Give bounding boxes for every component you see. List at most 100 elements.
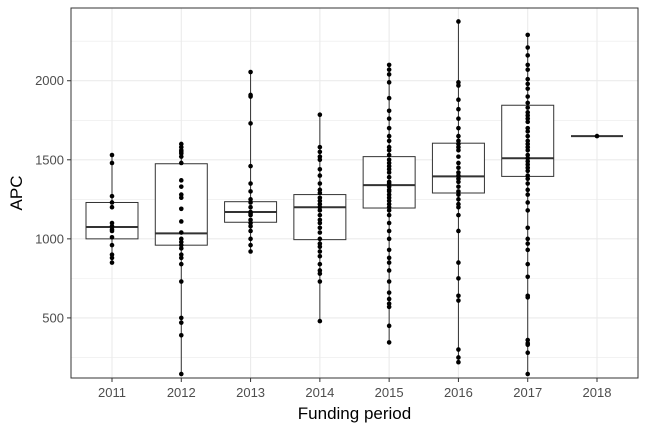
boxes [85,21,623,375]
data-point [386,323,392,329]
data-point [386,201,392,207]
data-point [386,166,392,172]
data-point [178,206,184,212]
data-point [386,163,392,169]
data-point [317,253,323,259]
data-point [317,241,323,246]
data-point [456,80,461,85]
data-point [525,116,531,121]
data-point [386,220,392,226]
data-point [525,81,531,87]
data-point [525,45,531,50]
data-point [317,157,323,163]
data-point [386,138,392,144]
data-point [456,138,461,144]
data-point [386,228,392,234]
data-point [386,192,392,197]
data-point [248,220,253,226]
data-point [317,208,323,213]
data-point [525,274,531,280]
data-point [317,112,323,118]
data-point [178,333,184,338]
data-point [178,242,184,248]
data-point [386,152,392,158]
data-point [525,53,531,58]
data-point [317,190,323,196]
data-point [456,116,461,121]
data-point [386,133,392,139]
data-point [248,197,253,202]
data-point [248,236,253,242]
data-point [248,223,253,229]
data-point [317,149,323,155]
data-point [317,271,323,276]
data-point [386,67,392,72]
data-point [178,141,184,147]
data-point [525,159,531,164]
data-point [178,371,184,377]
data-point [386,189,392,194]
data-point [386,125,392,131]
data-point [386,301,392,306]
data-point [525,371,531,377]
data-point [594,133,600,139]
data-point [178,246,184,251]
data-point [248,121,253,126]
y-tick-label: 2000 [35,73,64,88]
data-point [525,350,531,356]
data-point [386,204,392,210]
data-point [178,279,184,284]
data-point [525,155,531,161]
data-point [248,204,253,210]
data-point [317,217,323,223]
data-point [456,228,461,234]
data-point [386,72,392,77]
data-point [525,113,531,118]
data-point [525,200,531,205]
data-point [525,133,531,139]
points [109,19,600,377]
data-point [456,106,461,112]
data-point [386,160,392,166]
data-point [178,315,184,321]
data-point [386,108,392,114]
y-tick-label: 1000 [35,231,64,246]
data-point [525,162,531,167]
data-point [248,69,253,75]
data-point [525,141,531,147]
data-point [456,179,461,185]
data-point [386,157,392,163]
data-point [178,236,184,242]
data-point [248,189,253,194]
data-point [456,192,461,197]
data-point [525,152,531,158]
data-point [109,200,115,205]
data-point [456,355,461,360]
data-point [525,148,531,153]
data-point [178,255,184,261]
data-point [317,154,323,159]
data-point [525,100,531,106]
data-point [386,198,392,204]
data-point [386,148,392,153]
data-point [525,337,531,343]
x-tick-label: 2012 [167,385,196,400]
data-point [317,201,323,207]
data-point [525,173,531,178]
data-point [109,252,115,257]
data-point [386,268,392,273]
data-point [178,178,184,183]
data-point [317,187,323,193]
data-point [386,95,392,101]
y-tick-label: 500 [42,310,64,325]
x-tick-label: 2018 [583,385,612,400]
data-point [317,173,323,178]
data-point [109,242,115,248]
data-point [525,247,531,253]
data-point [456,97,461,103]
data-point [525,181,531,186]
data-point [248,200,253,205]
data-point [178,320,184,325]
data-point [456,154,461,159]
data-point [456,276,461,281]
